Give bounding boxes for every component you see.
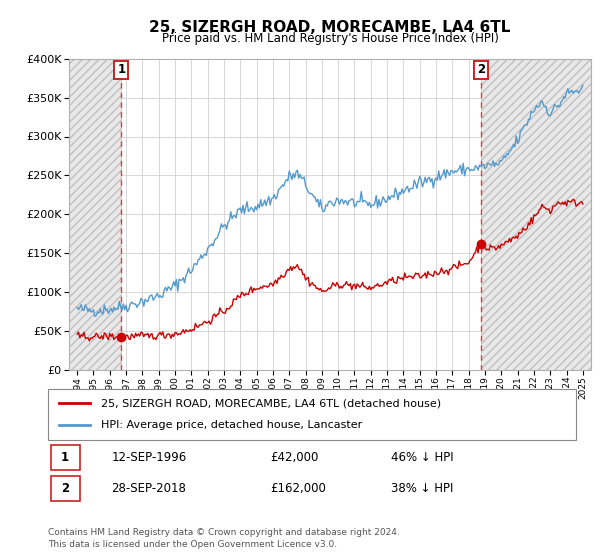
Text: 25, SIZERGH ROAD, MORECAMBE, LA4 6TL (detached house): 25, SIZERGH ROAD, MORECAMBE, LA4 6TL (de…	[101, 398, 441, 408]
Text: 1: 1	[61, 451, 69, 464]
Text: 46% ↓ HPI: 46% ↓ HPI	[391, 451, 454, 464]
FancyBboxPatch shape	[50, 446, 80, 470]
Text: 12-SEP-1996: 12-SEP-1996	[112, 451, 187, 464]
Text: £162,000: £162,000	[270, 482, 326, 495]
Text: Price paid vs. HM Land Registry's House Price Index (HPI): Price paid vs. HM Land Registry's House …	[161, 32, 499, 45]
Text: £42,000: £42,000	[270, 451, 318, 464]
Text: Contains HM Land Registry data © Crown copyright and database right 2024.: Contains HM Land Registry data © Crown c…	[48, 528, 400, 537]
Text: This data is licensed under the Open Government Licence v3.0.: This data is licensed under the Open Gov…	[48, 540, 337, 549]
Text: 25, SIZERGH ROAD, MORECAMBE, LA4 6TL: 25, SIZERGH ROAD, MORECAMBE, LA4 6TL	[149, 20, 511, 35]
FancyBboxPatch shape	[50, 476, 80, 501]
Text: HPI: Average price, detached house, Lancaster: HPI: Average price, detached house, Lanc…	[101, 421, 362, 431]
Text: 28-SEP-2018: 28-SEP-2018	[112, 482, 186, 495]
Text: 2: 2	[61, 482, 69, 495]
Text: 38% ↓ HPI: 38% ↓ HPI	[391, 482, 454, 495]
Text: 1: 1	[118, 63, 125, 77]
Bar	[481, 59, 591, 370]
Bar	[69, 59, 121, 370]
Text: 2: 2	[476, 63, 485, 77]
FancyBboxPatch shape	[48, 389, 576, 440]
